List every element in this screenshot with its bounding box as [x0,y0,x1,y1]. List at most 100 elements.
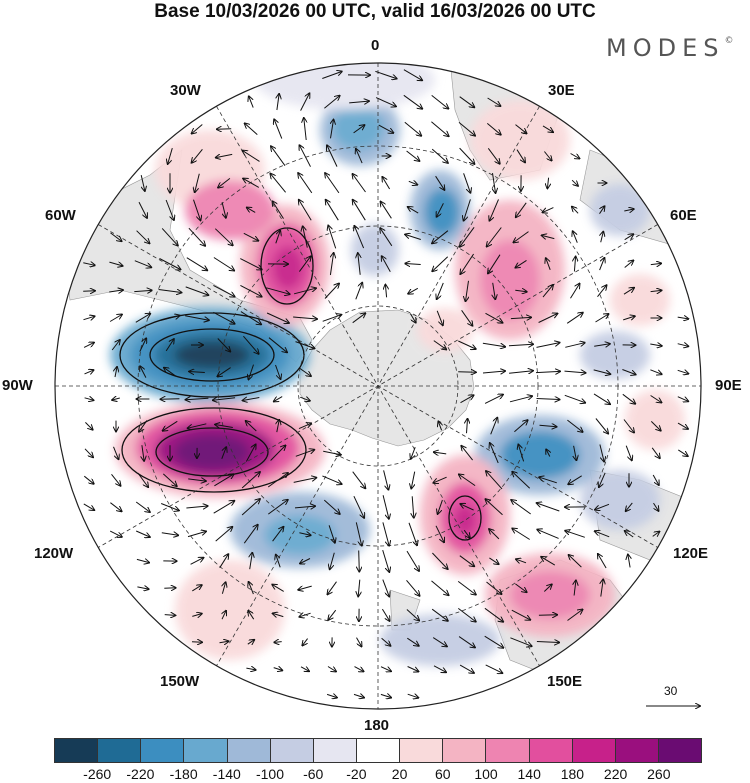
wind-arrow [159,258,181,270]
wind-arrow [382,495,389,518]
wind-arrow [243,525,257,544]
colorbar-bin [55,739,99,762]
wind-arrow [110,502,121,512]
wind-arrow [299,613,311,617]
colorbar-tick-label: 180 [560,766,585,782]
wind-arrow [650,369,661,374]
wind-arrow [536,399,560,400]
wind-arrow [213,501,235,514]
wind-arrow [136,230,150,244]
wind-arrow [243,232,258,240]
wind-arrow [216,154,233,157]
wind-arrow [353,694,364,697]
wind-arrow [407,666,419,672]
wind-arrow [273,613,284,616]
wind-arrow [650,344,661,346]
wind-arrow [622,369,635,375]
wind-arrow [407,637,418,646]
wind-arrow [436,310,443,325]
wind-arrow [461,446,473,461]
wind-arrow [511,609,530,620]
wind-arrow [188,423,207,428]
wind-arrow [509,396,532,403]
wind-arrow [277,94,279,111]
wind-arrow [243,398,260,401]
wind-arrow [601,579,603,597]
wind-arrow [271,146,286,166]
wind-arrow [438,422,441,431]
wind-arrow [569,555,582,568]
colorbar-bin [529,739,573,762]
wind-arrow [326,694,337,697]
wind-arrow [382,579,389,597]
wind-arrow [461,310,473,325]
wind-arrow [541,557,556,566]
wind-arrow [139,338,146,352]
wind-arrow [538,314,558,323]
wind-arrow [431,580,449,595]
colorbar-tick-label: 220 [603,766,628,782]
wind-arrow [324,284,339,299]
wind-arrow [508,344,533,346]
wind-arrow [109,530,122,537]
wind-arrow [408,207,419,214]
wind-arrow [652,474,659,485]
longitude-label-120e: 120E [673,545,709,562]
wind-arrow [460,253,475,274]
wind-arrow [570,284,580,299]
colorbar-bin [572,739,616,762]
wind-arrow [109,315,122,322]
wind-arrow [490,199,499,220]
wind-arrow [355,522,361,545]
wind-arrow [326,200,339,221]
wind-arrow [375,97,396,107]
wind-arrow [460,504,474,511]
wind-arrow [380,666,391,672]
wind-arrow [622,393,635,403]
wind-arrow [484,635,504,648]
wind-arrow [432,637,447,647]
wind-arrow [293,288,316,295]
wind-arrow [109,290,123,292]
wind-arrow [84,448,93,457]
colorbar-bin [98,739,142,762]
wind-arrow [568,475,582,484]
wind-arrow [482,342,505,347]
wind-arrow [599,206,605,214]
wind-arrow [458,636,475,648]
longitude-label-0: 0 [371,37,380,54]
map-boundary [54,62,702,710]
wind-arrow [158,290,182,293]
wind-arrow [165,199,174,220]
colorbar [54,738,702,763]
wind-arrow [329,253,333,276]
wind-arrow [245,445,255,462]
wind-arrow [185,315,209,320]
wind-arrow [536,343,560,348]
wind-arrow [134,290,151,291]
wind-arrow [408,287,419,293]
colorbar-bin [443,739,487,762]
wind-arrow [111,340,120,351]
wind-arrow [247,208,256,213]
wind-arrow [626,502,633,511]
wind-arrow [221,202,226,217]
wind-arrow [463,529,470,538]
wind-arrow [164,368,177,377]
wind-arrow [595,503,610,509]
wind-arrow [406,150,420,161]
wind-arrow [353,200,366,221]
wind-arrow [490,443,499,464]
wind-arrow [412,496,414,517]
wind-arrow [249,364,254,380]
wind-arrow [349,101,369,103]
wind-arrow [356,149,363,164]
wind-arrow [378,124,394,133]
wind-arrow [249,582,254,595]
wind-arrow [487,97,501,106]
wind-arrow [328,226,337,249]
wind-arrow [268,337,287,353]
wind-arrow [110,232,122,241]
wind-arrow [168,147,173,164]
wind-arrow [195,173,200,192]
